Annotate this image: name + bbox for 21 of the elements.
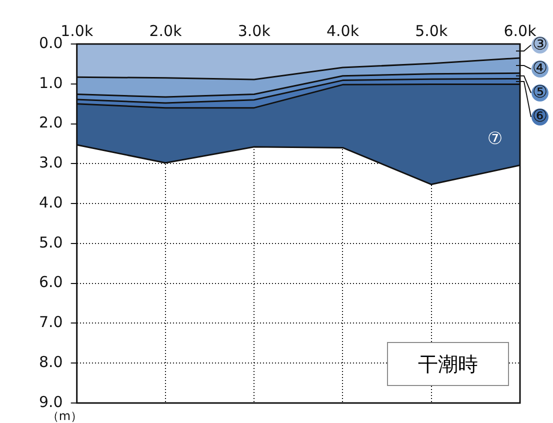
- series-label: ⑥: [532, 106, 548, 126]
- y-tick-label: 0.0: [38, 34, 63, 52]
- y-tick-label: 3.0: [38, 154, 63, 172]
- y-tick-label: 8.0: [38, 353, 63, 371]
- y-axis-title: （m）: [46, 409, 83, 423]
- series-label: ⑦: [487, 129, 503, 150]
- legend-label: ④: [532, 58, 548, 78]
- y-tick-label: 4.0: [38, 193, 63, 212]
- y-tick-label: 2.0: [38, 114, 63, 132]
- x-tick-label: 2.0k: [149, 22, 182, 40]
- y-tick-label: 9.0: [38, 392, 63, 411]
- y-tick-label: 5.0: [38, 233, 63, 252]
- x-tick-label: 1.0k: [60, 22, 94, 40]
- y-tick-label: 6.0: [38, 273, 63, 292]
- legend-label: ⑤: [532, 82, 548, 102]
- x-tick-label: 5.0k: [415, 22, 448, 40]
- x-tick-label: 3.0k: [238, 22, 271, 40]
- y-tick-label: 7.0: [38, 313, 63, 332]
- annotation: 干潮時: [387, 342, 509, 386]
- x-tick-label: 4.0k: [326, 22, 360, 40]
- y-tick-label: 1.0: [38, 74, 63, 92]
